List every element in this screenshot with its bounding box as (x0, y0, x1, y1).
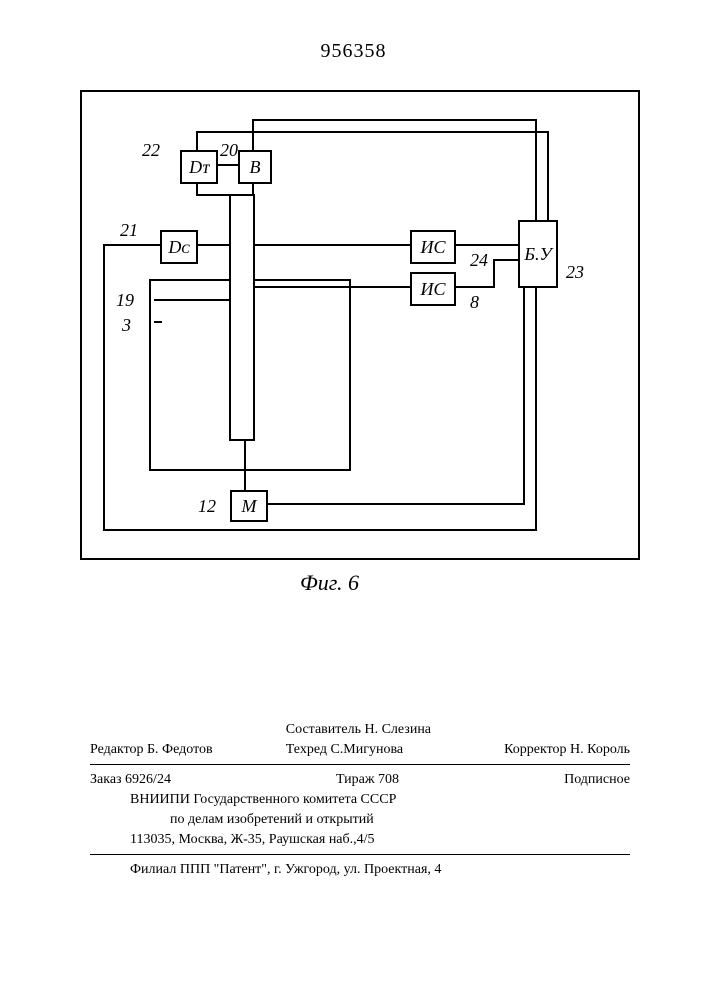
footer-editor: Редактор Б. Федотов (90, 740, 213, 760)
page: 956358 Dᴛ B Dᴄ ИС ИС Б.У М 22 20 21 19 3… (0, 0, 707, 1000)
label-8: 8 (470, 292, 479, 313)
footer-mid: Составитель Н. Слезина Техред С.Мигунова (286, 720, 431, 761)
footer-bottom: Филиал ППП "Патент", г. Ужгород, ул. Про… (90, 860, 630, 880)
footer-divider-2 (90, 854, 630, 855)
footer-line-3: 113035, Москва, Ж-35, Раушская наб.,4/5 (90, 830, 630, 850)
label-21: 21 (120, 220, 138, 241)
footer-correct: Корректор Н. Король (504, 740, 630, 760)
label-24: 24 (470, 250, 488, 271)
node-by-label: Б.У (524, 244, 551, 265)
node-by: Б.У (518, 220, 558, 288)
node-dt: Dᴛ (180, 150, 218, 184)
diagram: Dᴛ B Dᴄ ИС ИС Б.У М 22 20 21 19 3 24 8 2… (80, 90, 640, 560)
footer-divider-1 (90, 764, 630, 765)
label-22: 22 (142, 140, 160, 161)
node-is2-label: ИС (420, 279, 445, 300)
node-m: М (230, 490, 268, 522)
node-m-label: М (242, 496, 257, 517)
figure-caption: Фиг. 6 (300, 570, 359, 596)
node-dt-label: Dᴛ (189, 157, 209, 178)
node-dc-label: Dᴄ (168, 237, 189, 258)
node-is2: ИС (410, 272, 456, 306)
footer-tirazh: Тираж 708 (336, 770, 399, 790)
node-b: B (238, 150, 272, 184)
node-is1: ИС (410, 230, 456, 264)
footer-line-1: ВНИИПИ Государственного комитета СССР (90, 790, 630, 810)
label-3: 3 (122, 315, 131, 336)
footer-order: Заказ 6926/24 (90, 770, 171, 790)
node-is1-label: ИС (420, 237, 445, 258)
footer-podpis: Подписное (564, 770, 630, 790)
diagram-svg (80, 90, 640, 560)
label-12: 12 (198, 496, 216, 517)
node-b-label: B (250, 157, 261, 178)
footer-line-2: по делам изобретений и открытий (90, 810, 630, 830)
node-dc: Dᴄ (160, 230, 198, 264)
label-19: 19 (116, 290, 134, 311)
footer: Редактор Б. Федотов Составитель Н. Слези… (90, 720, 630, 880)
label-20: 20 (220, 140, 238, 161)
page-number: 956358 (0, 40, 707, 63)
label-23: 23 (566, 262, 584, 283)
